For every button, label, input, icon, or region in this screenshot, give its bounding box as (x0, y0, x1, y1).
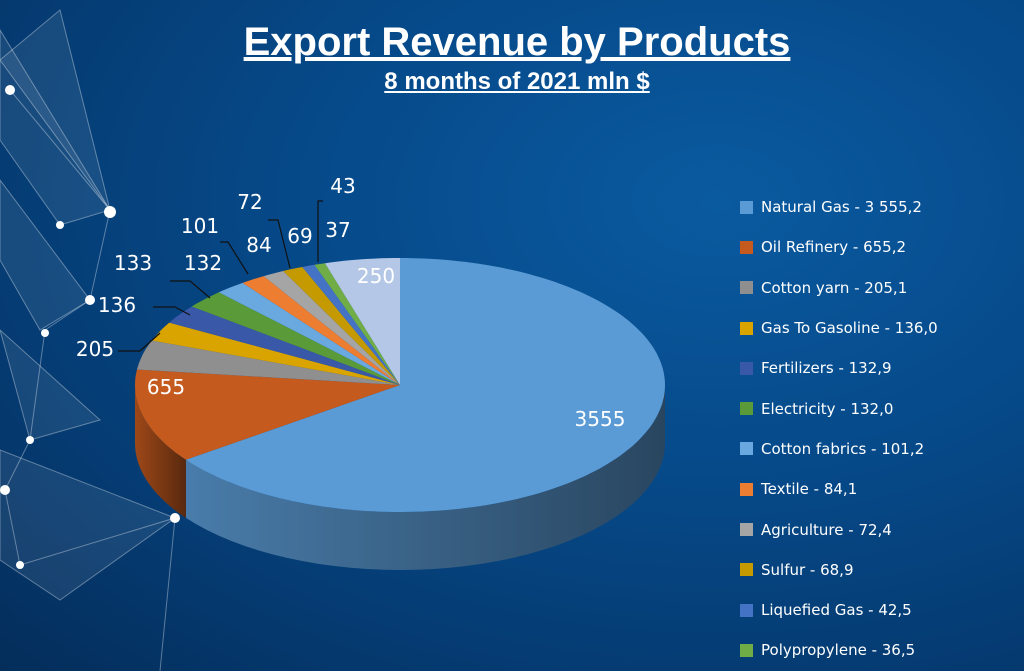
legend-swatch (740, 240, 753, 254)
legend-item: Liquefied Gas - 42,5 (740, 590, 938, 630)
legend-label: Oil Refinery - 655,2 (761, 238, 907, 257)
leader-line (268, 219, 291, 269)
legend: Natural Gas - 3 555,2 Oil Refinery - 655,… (740, 187, 938, 671)
leader-line (153, 306, 191, 316)
data-label: 69 (287, 224, 312, 248)
legend-item: Electricity - 132,0 (740, 388, 938, 428)
legend-swatch (740, 361, 753, 375)
legend-item: Textile - 84,1 (740, 469, 938, 509)
legend-label: Fertilizers - 132,9 (761, 359, 892, 378)
pie-slice-textile (242, 276, 400, 385)
data-label: 43 (330, 174, 355, 198)
legend-label: Cotton fabrics - 101,2 (761, 439, 925, 458)
legend-item: Fertilizers - 132,9 (740, 348, 938, 388)
data-label: 136 (98, 293, 136, 317)
pie-slice-gas-to-gasoline (151, 322, 400, 385)
leader-line (170, 280, 211, 299)
data-label: 655 (147, 375, 185, 399)
legend-item: Natural Gas - 3 555,2 (740, 187, 938, 227)
pie-slice-oil-refinery (135, 369, 400, 460)
data-label: 72 (237, 190, 262, 214)
data-label: 3555 (575, 407, 626, 431)
legend-swatch (740, 281, 753, 295)
legend-label: Gas To Gasoline - 136,0 (761, 319, 938, 338)
legend-item: Sulfur - 68,9 (740, 550, 938, 590)
legend-item: Polypropylene - 36,5 (740, 630, 938, 670)
legend-label: Liquefied Gas - 42,5 (761, 601, 912, 620)
legend-swatch (740, 482, 753, 496)
legend-item: Gas To Gasoline - 136,0 (740, 308, 938, 348)
pie-slice-cotton-yarn (137, 340, 400, 385)
pie-slice-cotton-fabrics (218, 282, 400, 385)
leader-line (118, 332, 161, 352)
legend-label: Cotton yarn - 205,1 (761, 278, 908, 297)
chart-title: Export Revenue by Products (243, 20, 791, 64)
legend-label: Sulfur - 68,9 (761, 560, 854, 579)
legend-swatch (740, 643, 753, 657)
leader-line (317, 200, 323, 262)
chart-subtitle: 8 months of 2021 mln $ (384, 68, 650, 95)
pie-slice-side (185, 385, 665, 570)
legend-label: Electricity - 132,0 (761, 399, 894, 418)
legend-swatch (740, 402, 753, 416)
legend-swatch (740, 200, 753, 214)
legend-swatch (740, 442, 753, 456)
legend-label: Natural Gas - 3 555,2 (761, 198, 922, 217)
legend-label: Polypropylene - 36,5 (761, 641, 916, 660)
pie-slice-electricity (191, 292, 400, 385)
pie-slice-agriculture (263, 271, 400, 385)
pie-slice-other (325, 258, 400, 385)
pie-slice-liquefied-gas (302, 264, 400, 385)
data-label: 84 (246, 233, 271, 257)
legend-swatch (740, 563, 753, 577)
data-label: 37 (325, 218, 350, 242)
data-label: 133 (114, 251, 152, 275)
pie-slice-side (135, 385, 186, 518)
legend-item: Agriculture - 72,4 (740, 509, 938, 549)
legend-item: Cotton yarn - 205,1 (740, 268, 938, 308)
data-label: 205 (76, 337, 114, 361)
data-label: 132 (184, 251, 222, 275)
data-label: 101 (181, 214, 219, 238)
legend-item: Oil Refinery - 655,2 (740, 227, 938, 267)
legend-swatch (740, 603, 753, 617)
legend-swatch (740, 321, 753, 335)
pie-slice-fertilizers (169, 306, 400, 385)
leader-line (220, 241, 249, 275)
pie-slice-sulfur (283, 267, 400, 385)
legend-label: Agriculture - 72,4 (761, 520, 892, 539)
legend-item: Cotton fabrics - 101,2 (740, 429, 938, 469)
legend-label: Textile - 84,1 (761, 480, 858, 499)
data-label: 250 (357, 264, 395, 288)
legend-swatch (740, 523, 753, 537)
pie-slice-polypropylene (314, 263, 400, 385)
pie-slice-natural-gas (185, 258, 665, 512)
